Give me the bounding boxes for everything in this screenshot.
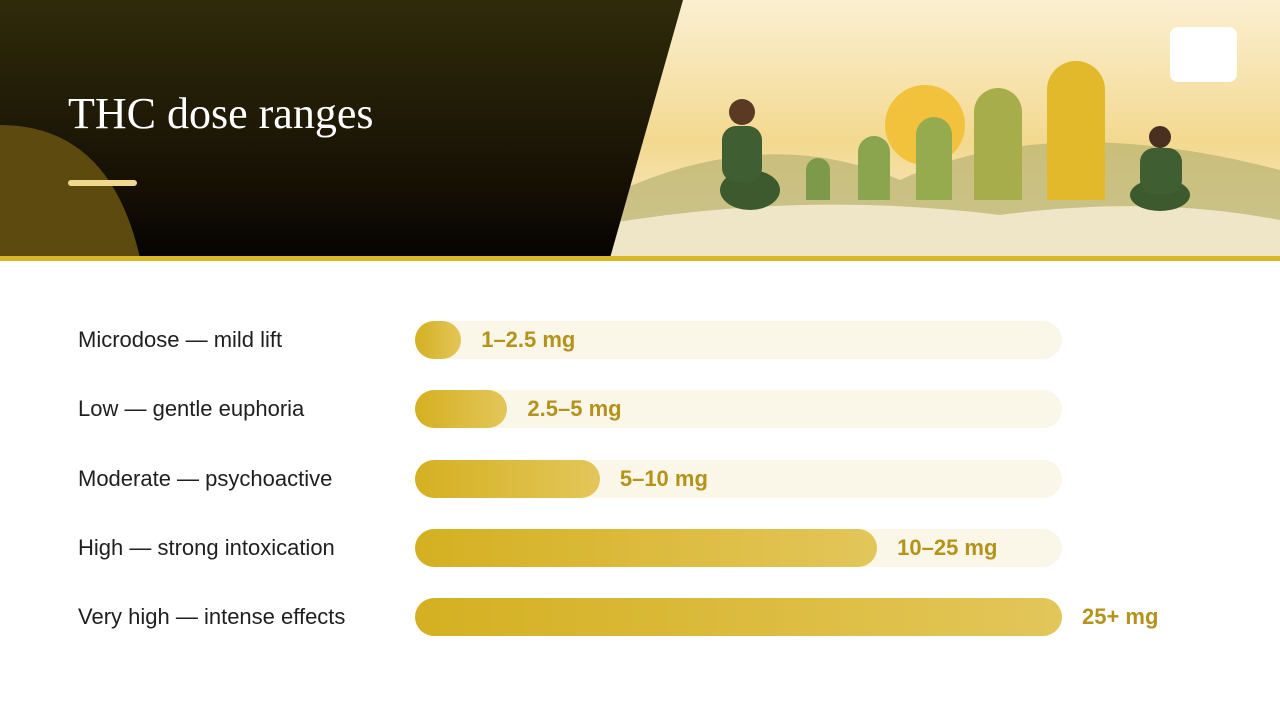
ground bbox=[600, 204, 1280, 258]
bar bbox=[415, 598, 1062, 636]
panel-decoration bbox=[0, 125, 140, 258]
title-underline bbox=[68, 180, 137, 186]
arches bbox=[806, 61, 1105, 200]
category-label: Very high — intense effects bbox=[78, 604, 346, 629]
category-label: Microdose — mild lift bbox=[78, 327, 283, 352]
category-label: Low — gentle euphoria bbox=[78, 396, 305, 421]
bar-track bbox=[415, 321, 1062, 359]
value-label: 10–25 mg bbox=[897, 535, 998, 560]
value-label: 2.5–5 mg bbox=[527, 396, 622, 421]
bar bbox=[415, 460, 600, 498]
bar bbox=[415, 529, 878, 567]
title-panel bbox=[0, 0, 683, 258]
chart-title: THC dose ranges bbox=[68, 89, 374, 138]
category-label: Moderate — psychoactive bbox=[78, 466, 333, 491]
figures bbox=[720, 99, 1190, 211]
bar bbox=[415, 321, 462, 359]
value-label: 25+ mg bbox=[1082, 604, 1159, 629]
banner-border bbox=[0, 256, 1280, 261]
bar bbox=[415, 390, 508, 428]
logo bbox=[1170, 27, 1237, 82]
banner: THC dose ranges bbox=[0, 0, 1280, 261]
category-label: High — strong intoxication bbox=[78, 535, 335, 560]
bar-track bbox=[415, 390, 1062, 428]
value-label: 5–10 mg bbox=[619, 466, 708, 491]
value-label: 1–2.5 mg bbox=[481, 327, 576, 352]
